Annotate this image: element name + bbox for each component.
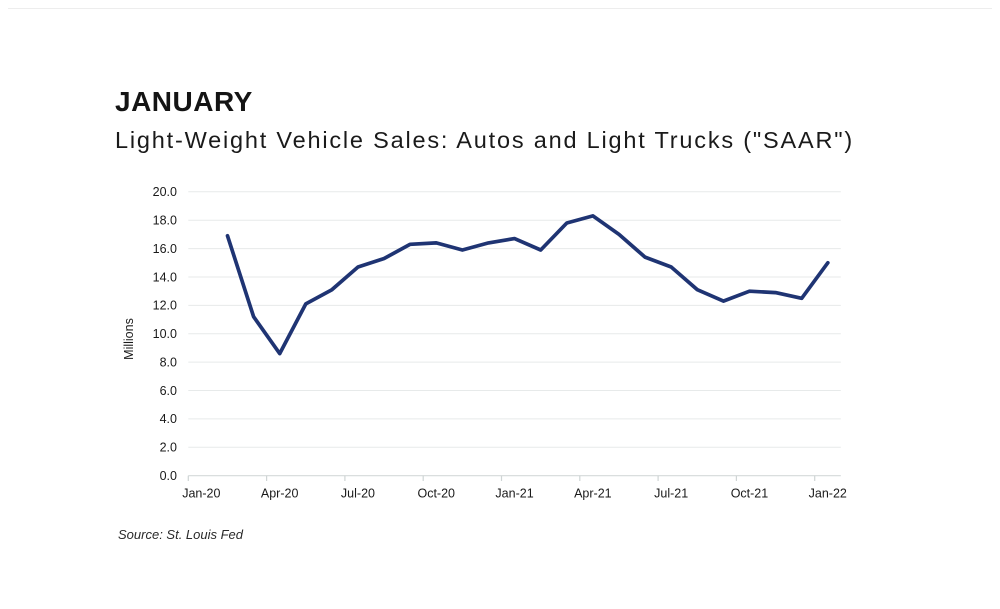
x-tick-label: Oct-21 (731, 487, 769, 501)
y-tick-label: 10.0 (153, 327, 177, 341)
y-tick-label: 4.0 (160, 412, 177, 426)
sales-data-line (225, 214, 830, 356)
x-tick-label: Jan-20 (182, 487, 220, 501)
page-top-divider (8, 8, 992, 9)
y-tick-label: 18.0 (153, 213, 177, 227)
y-tick-label: 8.0 (160, 355, 177, 369)
x-tick-label: Jul-21 (654, 487, 688, 501)
y-tick-label: 20.0 (153, 185, 177, 199)
y-tick-label: 2.0 (160, 441, 177, 455)
source-note: Source: St. Louis Fed (118, 527, 244, 542)
x-tick-label: Apr-21 (574, 487, 612, 501)
chart-subtitle: Light-Weight Vehicle Sales: Autos and Li… (115, 127, 854, 153)
y-tick-label: 6.0 (160, 384, 177, 398)
chart-title: JANUARY (115, 86, 253, 117)
x-tick-label: Jul-20 (341, 487, 375, 501)
x-tick-label: Jan-22 (809, 487, 847, 501)
y-tick-label: 12.0 (153, 299, 177, 313)
y-tick-label: 16.0 (153, 242, 177, 256)
y-tick-label: 14.0 (153, 270, 177, 284)
x-tick-label: Apr-20 (261, 487, 299, 501)
x-tick-label: Jan-21 (495, 487, 533, 501)
y-tick-label: 0.0 (160, 469, 177, 483)
x-tick-label: Oct-20 (417, 487, 455, 501)
